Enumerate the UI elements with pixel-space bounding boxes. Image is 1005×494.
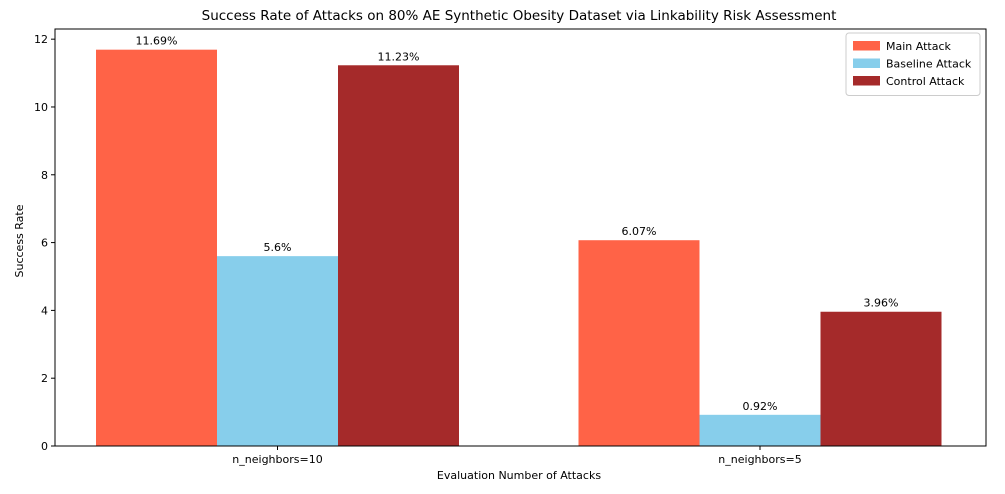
data-label: 3.96% [864, 297, 899, 310]
y-axis-label: Success Rate [13, 204, 26, 277]
legend-swatch [853, 76, 880, 86]
data-label: 6.07% [622, 225, 657, 238]
plot-area: 11.69% 6.07% 5.6% 0.92% 11.23% 3.96% 0 2 4 6 8 10 12… [34, 28, 987, 466]
bar-baseline-attack-2 [699, 414, 821, 446]
chart-title: Success Rate of Attacks on 80% AE Synthe… [202, 8, 837, 24]
data-label: 11.69% [136, 35, 178, 48]
legend-label: Baseline Attack [886, 58, 972, 71]
legend-swatch [853, 58, 880, 68]
x-axis-label: Evaluation Number of Attacks [437, 469, 601, 482]
bar-control-attack-2 [820, 311, 942, 446]
bar-main-attack-1 [96, 49, 217, 447]
y-tick-label: 6 [41, 237, 48, 250]
bar-baseline-attack-1 [217, 256, 338, 446]
y-tick-label: 0 [41, 440, 48, 453]
y-tick-label: 10 [34, 101, 48, 114]
y-tick-label: 2 [41, 372, 48, 385]
bar-main-attack-2 [578, 240, 700, 446]
plot-frame [54, 28, 987, 447]
data-label: 11.23% [378, 50, 420, 63]
legend-swatch [853, 41, 880, 51]
legend-label: Main Attack [886, 40, 952, 53]
x-tick-label: n_neighbors=10 [232, 453, 322, 466]
y-tick-label: 8 [41, 169, 48, 182]
x-tick-label: n_neighbors=5 [718, 453, 801, 466]
legend: Main Attack Baseline Attack Control Attack [845, 32, 981, 96]
y-tick-label: 12 [34, 33, 48, 46]
data-label: 5.6% [264, 241, 292, 254]
bar-control-attack-1 [338, 65, 459, 447]
data-label: 0.92% [743, 400, 778, 413]
legend-label: Control Attack [886, 75, 965, 88]
y-tick-label: 4 [41, 304, 48, 317]
